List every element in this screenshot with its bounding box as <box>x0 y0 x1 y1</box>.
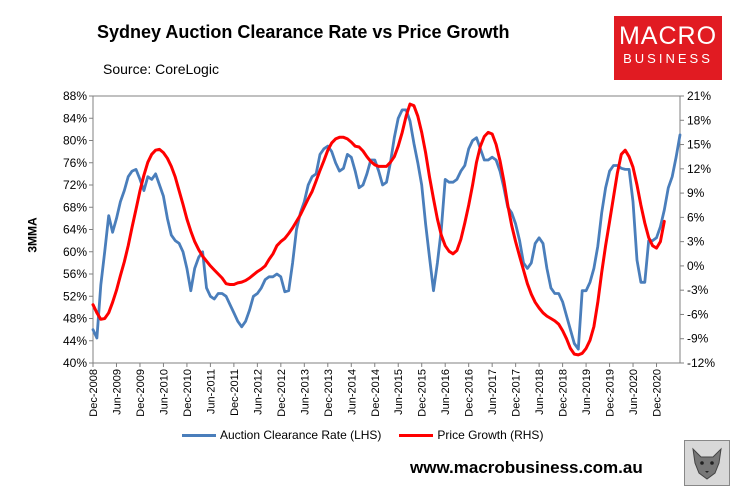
legend-label-clearance-rate: Auction Clearance Rate (LHS) <box>220 428 382 442</box>
x-tick-label: Dec-2014 <box>370 369 382 417</box>
x-tick-label: Dec-2010 <box>182 369 194 417</box>
y-right-tick-label: -9% <box>687 332 709 346</box>
source-label: Source: CoreLogic <box>103 61 219 77</box>
y-left-tick-label: 64% <box>63 223 87 237</box>
logo-line-2: BUSINESS <box>623 51 713 66</box>
x-tick-label: Dec-2020 <box>652 369 664 417</box>
x-tick-label: Dec-2009 <box>135 369 147 417</box>
x-tick-label: Dec-2008 <box>88 369 100 417</box>
y-left-tick-label: 80% <box>63 134 87 148</box>
y-right-tick-label: 21% <box>687 89 711 103</box>
x-tick-label: Jun-2018 <box>534 369 546 415</box>
legend-swatch-blue <box>182 433 216 437</box>
x-tick-label: Dec-2019 <box>605 369 617 417</box>
x-tick-label: Jun-2015 <box>393 369 405 415</box>
x-tick-label: Jun-2017 <box>487 369 499 415</box>
macrobusiness-logo: MACRO BUSINESS <box>614 16 722 80</box>
wolf-logo-icon <box>684 440 730 486</box>
y-left-tick-label: 88% <box>63 89 87 103</box>
x-tick-label: Dec-2011 <box>229 369 241 416</box>
legend-item-clearance-rate: Auction Clearance Rate (LHS) <box>182 428 381 442</box>
y-left-tick-label: 76% <box>63 156 87 170</box>
legend-item-price-growth: Price Growth (RHS) <box>399 428 543 442</box>
y-right-tick-label: 18% <box>687 113 711 127</box>
x-tick-label: Jun-2019 <box>581 369 593 415</box>
chart-title: Sydney Auction Clearance Rate vs Price G… <box>97 22 510 42</box>
website-url: www.macrobusiness.com.au <box>410 458 643 477</box>
y-right-tick-label: 0% <box>687 259 705 273</box>
logo-line-1: MACRO <box>618 22 718 50</box>
legend-swatch-red <box>399 433 434 437</box>
y-right-tick-label: 12% <box>687 162 711 176</box>
x-tick-label: Dec-2017 <box>511 369 523 417</box>
x-tick-label: Jun-2016 <box>440 369 452 415</box>
plot-area <box>92 95 681 364</box>
y-right-tick-label: -12% <box>687 356 715 370</box>
x-tick-label: Jun-2009 <box>111 369 123 415</box>
x-tick-label: Jun-2013 <box>299 369 311 415</box>
y-left-tick-label: 52% <box>63 289 87 303</box>
legend-label-price-growth: Price Growth (RHS) <box>437 428 544 442</box>
series-line-price-growth <box>91 102 666 357</box>
y-left-tick-label: 60% <box>63 245 87 259</box>
y-left-tick-label: 84% <box>63 111 87 125</box>
legend: Auction Clearance Rate (LHS) Price Growt… <box>160 428 561 442</box>
y-axis-label: 3MMA <box>25 217 40 253</box>
x-tick-label: Dec-2018 <box>558 369 570 417</box>
y-left-tick-label: 56% <box>63 267 87 281</box>
x-tick-label: Jun-2012 <box>252 369 264 415</box>
y-right-tick-label: 6% <box>687 210 705 224</box>
y-right-tick-label: -3% <box>687 283 709 297</box>
y-left-tick-label: 68% <box>63 200 87 214</box>
y-right-tick-label: 3% <box>687 235 705 249</box>
x-tick-label: Dec-2012 <box>276 369 288 417</box>
y-left-tick-label: 72% <box>63 178 87 192</box>
x-tick-label: Jun-2020 <box>628 369 640 415</box>
y-right-tick-label: 9% <box>687 186 705 200</box>
x-tick-label: Dec-2016 <box>464 369 476 417</box>
x-tick-label: Jun-2011 <box>205 369 217 414</box>
y-right-tick-label: 15% <box>687 138 711 152</box>
series-line-clearance-rate <box>91 108 682 351</box>
y-right-tick-label: -6% <box>687 307 709 321</box>
x-tick-label: Jun-2014 <box>346 369 358 415</box>
x-tick-label: Dec-2013 <box>323 369 335 417</box>
x-tick-label: Jun-2010 <box>158 369 170 415</box>
y-left-tick-label: 48% <box>63 312 87 326</box>
x-tick-label: Dec-2015 <box>417 369 429 417</box>
y-left-tick-label: 40% <box>63 356 87 370</box>
y-left-tick-label: 44% <box>63 334 87 348</box>
